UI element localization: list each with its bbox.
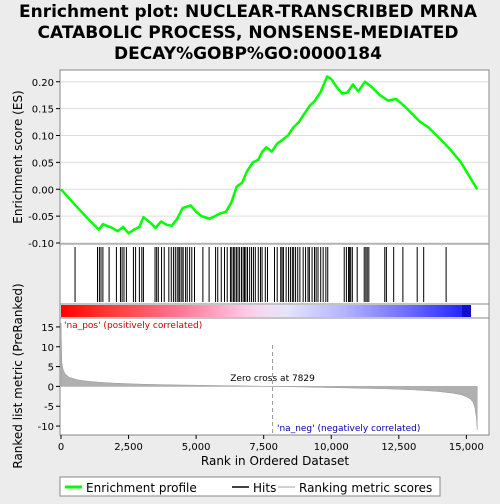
es-y-tick-label: -0.05 [28, 212, 54, 223]
x-tick-label: 10,000 [314, 442, 349, 453]
x-axis-label: Rank in Ordered Dataset [201, 454, 349, 468]
metric-y-tick-label: 0 [48, 382, 54, 393]
es-y-axis-ticks: 0.20 0.15 0.10 0.05 0.00 -0.05 -0.10 [28, 78, 60, 250]
legend-label-ranking-metric: Ranking metric scores [299, 481, 432, 495]
rank-gradient-end-block [462, 305, 471, 317]
es-y-tick-label: 0.00 [32, 185, 54, 196]
es-y-tick-label: 0.15 [32, 105, 54, 116]
metric-y-axis-ticks: 15 10 5 0 -5 -10 [38, 323, 60, 433]
legend-label-hits: Hits [253, 481, 276, 495]
es-y-tick-label: 0.10 [32, 132, 54, 143]
metric-y-axis-label: Ranked list metric (PreRanked) [11, 283, 25, 468]
es-panel-gridlines [61, 81, 488, 244]
legend-frame [59, 476, 441, 497]
metric-y-tick-label: 10 [41, 343, 54, 354]
metric-y-tick-label: -5 [44, 402, 54, 413]
legend-label-enrichment-profile: Enrichment profile [86, 481, 197, 495]
hits-barcode [74, 247, 447, 302]
x-tick-label: 5,000 [182, 442, 211, 453]
metric-y-tick-label: 15 [41, 323, 54, 334]
es-y-axis-label: Enrichment score (ES) [11, 90, 25, 223]
x-tick-label: 0 [58, 442, 64, 453]
es-panel-frame [59, 69, 490, 245]
ranking-metric-area [60, 322, 478, 431]
metric-panel-frame [59, 317, 490, 436]
es-y-tick-label: 0.05 [32, 158, 54, 169]
x-tick-label: 12,500 [381, 442, 416, 453]
chart-title-line-1: Enrichment plot: NUCLEAR-TRANSCRIBED MRN… [19, 2, 478, 22]
metric-y-tick-label: -10 [38, 422, 54, 433]
x-tick-label: 2,500 [114, 442, 143, 453]
x-tick-label: 7,500 [249, 442, 278, 453]
x-tick-label: 15,000 [449, 442, 484, 453]
positive-correlation-label: 'na_pos' (positively correlated) [64, 321, 202, 331]
es-y-tick-label: -0.10 [28, 239, 54, 250]
es-y-tick-label: 0.20 [32, 78, 54, 89]
zero-cross-label: Zero cross at 7829 [230, 374, 315, 384]
enrichment-profile-line [60, 75, 479, 235]
chart-title-line-2: CATABOLIC PROCESS, NONSENSE-MEDIATED [38, 23, 459, 43]
metric-y-tick-label: 5 [48, 363, 54, 374]
x-axis-ticks: 0 2,500 5,000 7,500 10,000 12,500 15,000 [58, 435, 484, 453]
chart-title-line-3: DECAY%GOBP%GO:0000184 [114, 44, 382, 64]
rank-color-gradient [61, 305, 471, 317]
negative-correlation-label: 'na_neg' (negatively correlated) [277, 424, 420, 434]
